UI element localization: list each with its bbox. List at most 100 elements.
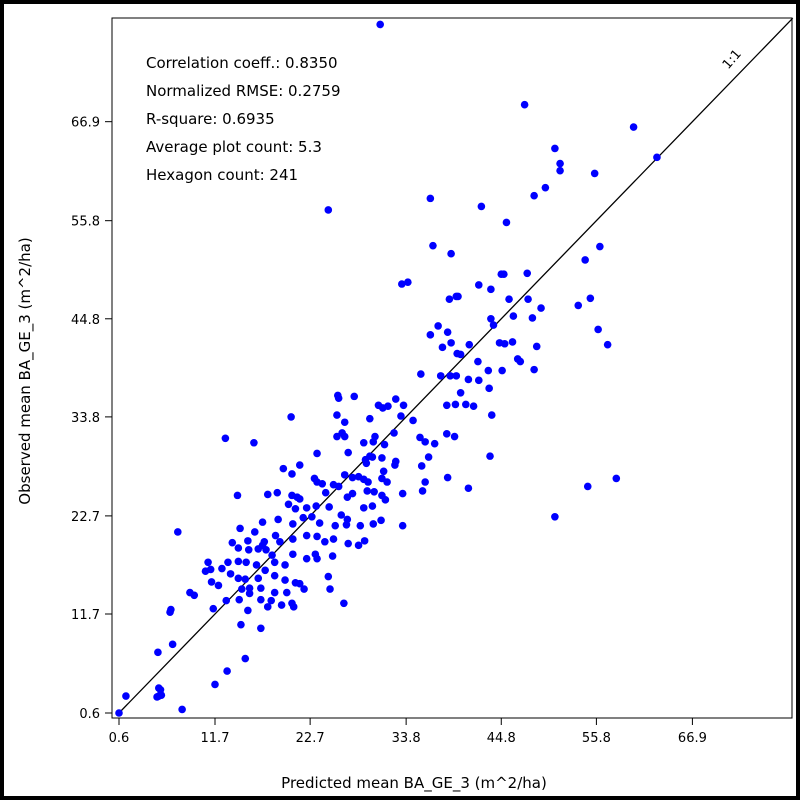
data-point: [115, 709, 123, 717]
data-point: [464, 375, 473, 384]
x-tick-label: 11.7: [201, 731, 230, 746]
data-point: [474, 376, 483, 385]
data-point: [416, 433, 424, 442]
data-point: [442, 430, 451, 438]
data-point: [288, 470, 296, 478]
data-point: [325, 503, 333, 511]
data-point: [359, 438, 368, 447]
data-point: [447, 339, 455, 347]
data-point: [452, 372, 461, 380]
data-point: [474, 281, 483, 289]
data-point: [340, 599, 348, 608]
data-point: [500, 339, 509, 348]
data-point: [653, 153, 661, 162]
data-point: [446, 372, 455, 380]
data-point: [223, 667, 231, 675]
data-point: [383, 478, 391, 486]
data-point: [261, 566, 269, 575]
data-point: [362, 459, 371, 468]
data-point: [154, 648, 162, 657]
data-point: [342, 521, 351, 529]
data-point: [368, 502, 377, 510]
data-point: [337, 511, 346, 519]
data-point: [214, 581, 223, 590]
data-point: [417, 370, 425, 378]
data-point: [377, 516, 385, 525]
stats-annotations: Correlation coeff.: 0.8350 Normalized RM…: [146, 54, 341, 184]
data-point: [603, 340, 612, 349]
data-point: [445, 295, 454, 303]
data-point: [270, 588, 279, 597]
data-point: [363, 487, 372, 495]
data-point: [381, 496, 390, 504]
data-point: [477, 202, 486, 211]
data-point: [201, 567, 210, 575]
x-tick-label: 0.6: [109, 731, 130, 746]
data-point: [313, 449, 321, 458]
data-point: [167, 605, 175, 614]
data-point: [302, 531, 311, 540]
data-point: [438, 343, 447, 352]
data-point: [241, 654, 250, 663]
data-point: [312, 502, 320, 510]
data-point: [340, 471, 349, 479]
data-point: [209, 604, 218, 613]
data-point: [276, 537, 284, 546]
data-point: [331, 521, 340, 530]
scatter-chart: 0.6 11.7 22.7 33.8 44.8 55.8 66.9 0.6 11.7 22.7 3…: [16, 17, 794, 793]
data-point: [308, 512, 316, 521]
data-point: [421, 438, 429, 446]
data-point: [295, 461, 304, 469]
data-point: [250, 528, 259, 536]
data-point: [313, 554, 321, 563]
stat-hexagon-count: Hexagon count: 241: [146, 166, 298, 184]
data-point: [378, 454, 386, 462]
data-point: [581, 256, 589, 264]
data-point: [556, 159, 564, 168]
data-point: [344, 539, 352, 548]
data-point: [284, 500, 293, 509]
data-point: [378, 404, 387, 412]
data-point: [333, 411, 341, 419]
data-point: [233, 491, 242, 500]
data-point: [315, 519, 324, 527]
data-point: [289, 550, 297, 559]
data-point: [244, 537, 252, 545]
data-point: [207, 578, 216, 586]
data-point: [359, 504, 368, 512]
data-point: [436, 372, 445, 380]
data-point: [379, 467, 388, 476]
data-point: [430, 439, 439, 448]
data-point: [391, 395, 400, 403]
data-point: [404, 278, 412, 287]
data-point: [489, 321, 498, 329]
data-point: [399, 401, 408, 410]
data-point: [174, 528, 182, 536]
data-point: [190, 591, 199, 600]
data-point: [321, 537, 329, 546]
data-point: [612, 474, 621, 483]
data-point: [447, 249, 455, 258]
data-point: [551, 144, 559, 153]
data-point: [224, 558, 232, 567]
data-point: [421, 478, 429, 486]
x-tick-label: 66.9: [678, 731, 707, 746]
data-point: [464, 484, 473, 493]
data-point: [211, 680, 219, 689]
data-point: [279, 464, 288, 473]
data-point: [257, 584, 265, 592]
data-point: [537, 304, 545, 312]
data-point: [268, 551, 276, 559]
data-point: [257, 595, 265, 604]
data-point: [282, 588, 291, 597]
data-point: [356, 521, 365, 530]
data-point: [370, 488, 378, 496]
y-tick-label: 11.7: [71, 608, 100, 623]
data-point: [289, 520, 297, 528]
data-point: [451, 400, 460, 409]
x-tick-label: 55.8: [582, 731, 611, 746]
data-point: [456, 350, 465, 359]
data-point: [487, 411, 496, 419]
data-point: [340, 418, 349, 427]
data-point: [348, 473, 357, 482]
